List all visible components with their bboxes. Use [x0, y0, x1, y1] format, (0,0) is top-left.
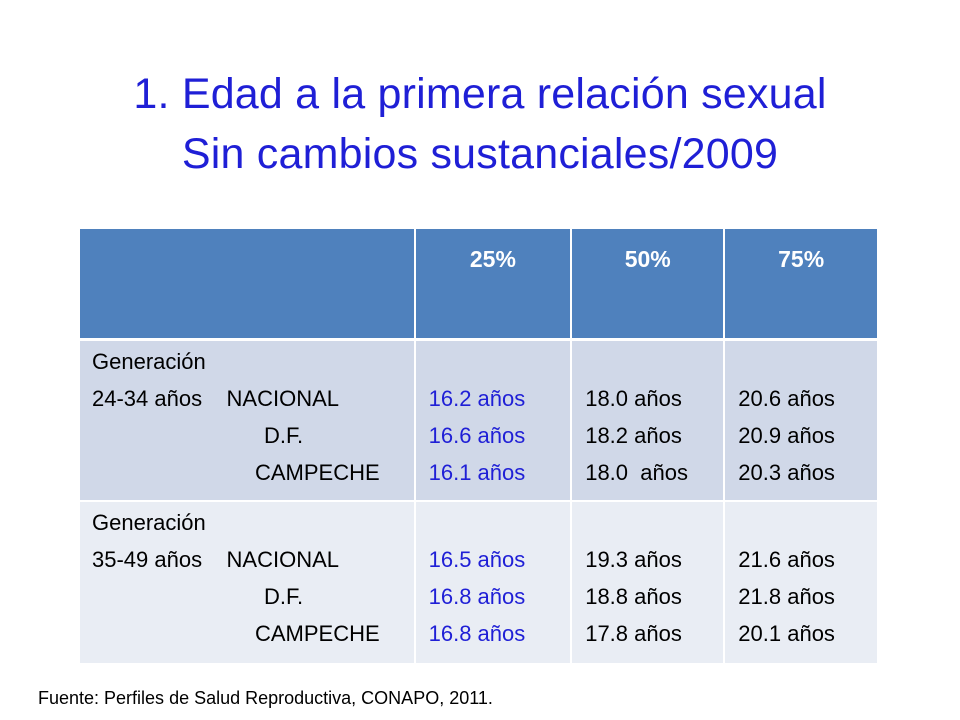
p75-value: 20.9 años: [738, 422, 835, 448]
p25-cell: 16.5 años 16.8 años 16.8 años: [414, 501, 573, 663]
region-df: D.F.: [264, 584, 304, 609]
region-campeche: CAMPECHE: [255, 621, 380, 646]
age-range-line: 35-49 años NACIONAL: [92, 541, 414, 578]
header-50-percent: 50%: [571, 229, 726, 339]
p75-value: 21.6 años: [738, 547, 835, 572]
p25-value: 16.8 años: [428, 621, 526, 646]
p50-cell: 18.0 años 18.2 años 18.0 años: [571, 339, 726, 501]
p50-value: 18.0 años: [585, 459, 688, 485]
p25-value: 16.5 años: [428, 547, 526, 572]
table-header-row: 25% 50% 75%: [80, 229, 877, 339]
p75-cell: 21.6 años 21.8 años 20.1 años: [724, 501, 877, 663]
title-line-1: 1. Edad a la primera relación sexual: [133, 70, 827, 118]
p50-value: 18.8 años: [585, 584, 682, 609]
p75-value: 20.6 años: [738, 385, 835, 411]
p50-value: 17.8 años: [585, 621, 682, 646]
p25-value: 16.8 años: [428, 584, 526, 609]
header-25-percent: 25%: [414, 229, 573, 339]
region-df: D.F.: [264, 422, 304, 448]
slide-title: 1. Edad a la primera relación sexual Sin…: [0, 64, 960, 184]
p75-cell: 20.6 años 20.9 años 20.3 años: [724, 339, 877, 501]
p75-value: 21.8 años: [738, 584, 835, 609]
p50-value: 19.3 años: [585, 547, 682, 572]
generation-label: Generación: [92, 348, 206, 374]
p25-value: 16.6 años: [428, 422, 526, 448]
age-range: 24-34 años: [92, 385, 203, 411]
region-nacional: NACIONAL: [226, 385, 340, 411]
header-empty-cell: [80, 229, 416, 339]
source-footnote: Fuente: Perfiles de Salud Reproductiva, …: [38, 688, 493, 708]
p75-value: 20.1 años: [738, 621, 835, 646]
percentile-table: 25% 50% 75% Generación 24-34 años NACION…: [80, 229, 877, 663]
p50-cell: 19.3 años 18.8 años 17.8 años: [571, 501, 726, 663]
region-campeche: CAMPECHE: [255, 459, 380, 485]
generation-cell: Generación 24-34 años NACIONAL D.F. CAMP…: [80, 339, 416, 501]
p25-value: 16.2 años: [428, 385, 526, 411]
title-line-2: Sin cambios sustanciales/2009: [181, 130, 779, 178]
table-row: Generación 35-49 años NACIONAL D.F. CAMP…: [80, 501, 877, 663]
age-range-line: 24-34 años NACIONAL: [92, 380, 414, 417]
generation-cell: Generación 35-49 años NACIONAL D.F. CAMP…: [80, 501, 416, 663]
table-row: Generación 24-34 años NACIONAL D.F. CAMP…: [80, 339, 877, 501]
p75-value: 20.3 años: [738, 459, 835, 485]
header-75-percent: 75%: [778, 246, 825, 272]
p50-value: 18.2 años: [585, 422, 682, 448]
generation-label: Generación: [92, 510, 206, 535]
p50-value: 18.0 años: [585, 385, 682, 411]
p25-cell: 16.2 años 16.6 años 16.1 años: [414, 339, 573, 501]
region-nacional: NACIONAL: [226, 547, 340, 572]
age-range: 35-49 años: [92, 547, 203, 572]
p25-value: 16.1 años: [428, 459, 526, 485]
